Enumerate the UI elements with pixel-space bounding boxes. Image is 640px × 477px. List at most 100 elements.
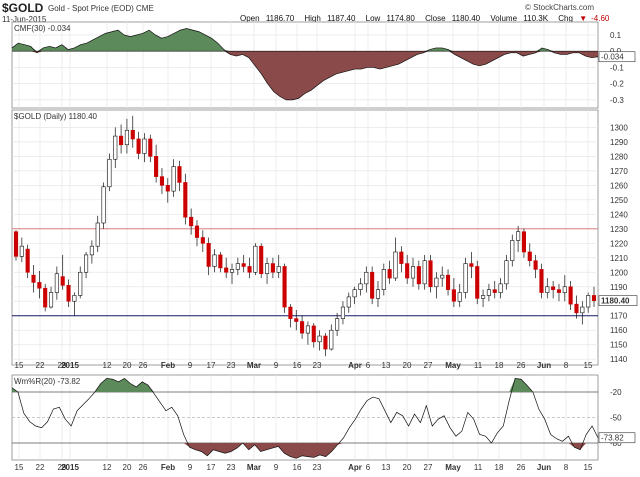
x-tick-label: Jun bbox=[537, 463, 551, 472]
candle-body bbox=[317, 335, 322, 343]
candle-body bbox=[323, 335, 328, 350]
candle-body bbox=[434, 277, 439, 288]
high-stat: High 1187.40 bbox=[304, 14, 356, 23]
x-tick-label: 9 bbox=[274, 463, 279, 472]
x-tick-label: 22 bbox=[36, 361, 45, 370]
cmf-positive-area bbox=[12, 28, 598, 52]
candle-body bbox=[66, 285, 71, 302]
candle-body bbox=[387, 269, 392, 279]
ohlc-stats: Open 1186.70 High 1187.40 Low 1174.80 Cl… bbox=[240, 14, 640, 32]
x-tick-label: 15 bbox=[15, 361, 24, 370]
candle-body bbox=[206, 242, 211, 267]
candle-body bbox=[241, 263, 246, 267]
x-tick-label: 27 bbox=[424, 361, 433, 370]
candle-body bbox=[574, 303, 579, 314]
cmf-last-value-box bbox=[598, 51, 636, 63]
x-tick-label: 11 bbox=[474, 463, 483, 472]
cmf-label: CMF(30) -0.034 bbox=[14, 24, 71, 33]
candle-body bbox=[165, 185, 170, 192]
price-last-value-box bbox=[598, 295, 638, 306]
x-tick-label: 13 bbox=[382, 361, 391, 370]
price-y-tick-label: 1140 bbox=[610, 355, 628, 364]
candle-body bbox=[510, 240, 515, 261]
x-tick-label: 2015 bbox=[61, 463, 79, 472]
willr-oversold-area bbox=[12, 443, 598, 459]
candle-body bbox=[276, 266, 281, 273]
candle-body bbox=[527, 251, 532, 261]
candle-body bbox=[486, 289, 491, 296]
x-tick-label: 11 bbox=[474, 361, 483, 370]
candle-body bbox=[148, 138, 153, 157]
open-stat: Open 1186.70 bbox=[240, 14, 295, 23]
candle-body bbox=[264, 263, 270, 275]
candle-body bbox=[177, 166, 182, 183]
candle-body bbox=[562, 286, 567, 293]
price-y-tick-label: 1280 bbox=[610, 152, 628, 161]
x-tick-label: 22 bbox=[36, 463, 45, 472]
price-last-value: 1180.40 bbox=[601, 297, 630, 306]
volume-stat: Volume 110.3K bbox=[490, 14, 549, 23]
x-tick-label: Feb bbox=[161, 361, 175, 370]
candle-body bbox=[545, 286, 550, 293]
candle-body bbox=[113, 135, 118, 160]
candle-body bbox=[463, 263, 468, 293]
candle-body bbox=[224, 267, 229, 273]
candle-body bbox=[311, 325, 316, 343]
candle-body bbox=[375, 289, 381, 299]
candle-body bbox=[89, 245, 94, 256]
candle-body bbox=[37, 282, 42, 289]
candle-body bbox=[270, 263, 275, 273]
price-y-tick-label: 1150 bbox=[610, 341, 628, 350]
candle-body bbox=[539, 269, 544, 293]
candle-body bbox=[457, 292, 462, 302]
x-tick-label: 26 bbox=[517, 463, 526, 472]
x-tick-label: 13 bbox=[382, 463, 391, 472]
candle-body bbox=[43, 287, 48, 308]
price-y-tick-label: 1260 bbox=[610, 181, 628, 190]
cmf-y-tick-label: 0.1 bbox=[610, 31, 622, 40]
candle-body bbox=[72, 295, 77, 302]
candle-body bbox=[194, 225, 200, 238]
candle-body bbox=[212, 254, 217, 267]
candle-body bbox=[416, 266, 421, 285]
willr-label: Wm%R(20) -73.82 bbox=[14, 377, 81, 386]
candle-body bbox=[31, 274, 36, 283]
price-y-tick-label: 1240 bbox=[610, 210, 628, 219]
x-tick-label: 9 bbox=[188, 361, 193, 370]
x-tick-label: 23 bbox=[227, 361, 236, 370]
x-tick-label: Apr bbox=[348, 361, 362, 370]
x-tick-label: 17 bbox=[207, 361, 216, 370]
candle-body bbox=[136, 138, 141, 154]
credit-label: © StockCharts.com bbox=[525, 3, 595, 12]
candle-body bbox=[154, 156, 159, 177]
candle-body bbox=[229, 269, 235, 273]
candle-body bbox=[95, 222, 100, 247]
willr-overbought-area bbox=[12, 378, 598, 392]
x-tick-label: Mar bbox=[247, 361, 261, 370]
x-tick-label: 26 bbox=[139, 361, 148, 370]
x-tick-label: 16 bbox=[293, 361, 302, 370]
candle-body bbox=[370, 271, 375, 299]
candle-body bbox=[393, 251, 398, 279]
candle-body bbox=[171, 166, 176, 192]
candle-body bbox=[294, 318, 299, 322]
candle-body bbox=[124, 129, 129, 146]
x-tick-label: 9 bbox=[188, 463, 193, 472]
cmf-line bbox=[11, 28, 599, 101]
chart-date: 11-Jun-2015 bbox=[2, 15, 47, 24]
cmf-negative-area bbox=[12, 51, 598, 100]
cmf-y-tick-label: -0.1 bbox=[610, 63, 624, 72]
x-tick-label: 6 bbox=[366, 463, 371, 472]
x-tick-label: 26 bbox=[139, 463, 148, 472]
price-y-tick-label: 1250 bbox=[610, 196, 628, 205]
x-tick-label: Mar bbox=[247, 463, 261, 472]
candle-body bbox=[521, 231, 526, 253]
x-tick-label: Feb bbox=[161, 463, 175, 472]
candle-body bbox=[60, 276, 65, 286]
candle-body bbox=[247, 266, 252, 273]
candle-body bbox=[580, 306, 585, 314]
cmf-y-tick-label: -0.3 bbox=[610, 96, 624, 105]
willr-last-value-box bbox=[598, 432, 636, 444]
